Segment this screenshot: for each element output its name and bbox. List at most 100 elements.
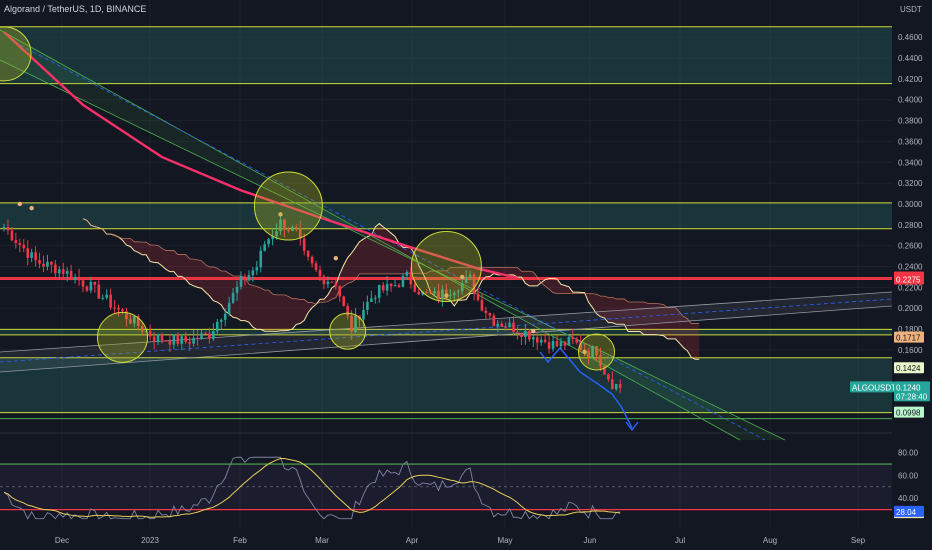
trend-channels [0,29,893,441]
price-tick: 0.4200 [898,75,923,84]
tag-bg [894,362,924,374]
time-axis[interactable]: Dec 2023 Feb Mar Apr May Jun Jul Aug Sep [0,528,932,550]
candle [140,326,144,332]
candle [58,269,61,274]
candle [121,309,124,312]
time-label: Sep [851,536,866,545]
price-tick: 0.3400 [898,158,923,167]
candle [322,276,326,285]
price-tag: 0.1717 [894,331,924,343]
candle [480,299,484,311]
time-label: May [497,536,512,545]
rising-channel [0,292,892,372]
candle [113,307,116,309]
candle [219,319,223,322]
candle [587,351,590,358]
candle [354,315,357,332]
candle [342,296,345,306]
time-label: Dec [55,536,69,545]
candle [532,337,535,340]
tag-text: 0.2275 [896,276,921,285]
chart-title: Algorand / TetherUS, 1D, BINANCE [4,4,147,14]
signal-dot [531,328,536,334]
candle [405,271,409,276]
candle [579,342,582,350]
candle [559,341,563,347]
time-axis-bg [0,528,932,550]
candle [34,252,37,261]
candle [227,302,231,314]
candle [85,286,89,291]
candle [125,311,128,320]
candle [152,336,156,342]
candle [231,292,235,303]
candle [484,310,488,314]
candle [346,305,349,316]
span-b-line [82,218,700,324]
candle [401,275,405,287]
candle [591,346,594,358]
rsi-line [3,456,621,520]
candle [89,281,93,291]
candle [535,337,539,343]
candle [61,269,65,274]
candle [449,295,452,297]
candle [508,322,511,328]
signal-dot [444,293,449,298]
candle [381,285,385,291]
candle [97,284,101,299]
candle [216,321,219,332]
tag-bg [894,273,924,285]
channel-edge [0,59,786,441]
candle [212,331,215,339]
candle [295,227,298,229]
ma200-line [3,31,518,280]
candle [488,313,492,316]
symbol-price: 0.1240 [896,383,921,392]
candle [611,379,614,390]
candle [370,298,373,302]
price-tick: 0.2600 [898,242,923,251]
candle [468,274,472,277]
time-label: 2023 [141,536,159,545]
zone-resistance-mid [0,202,892,229]
price-tick: 0.2000 [898,304,923,313]
candle [50,261,53,265]
price-bg [894,381,930,402]
candle [46,261,49,267]
zone-resistance-top [0,26,892,84]
candle [69,270,73,280]
span-a-line [82,218,700,360]
tag-bg [894,505,924,517]
candle [117,307,120,310]
symbol-bg [850,381,894,393]
candle [223,313,227,320]
tag-text: 0.1717 [896,334,921,343]
signal-dot [582,349,587,355]
candle [350,315,353,332]
candle [362,309,365,320]
candle [298,228,302,239]
candle [413,284,417,292]
rsi-pane [0,456,892,520]
candle [105,294,108,298]
rsi-tick: 80.00 [898,449,919,458]
candle [563,341,567,346]
price-tick: 0.1800 [898,325,923,334]
candle [137,316,140,327]
candle [524,330,527,338]
time-label: Jul [675,536,685,545]
candle [528,330,531,340]
price-axis[interactable]: USDT 0.4600 0.4400 0.4200 0.4000 0.3800 0.3600… [850,0,932,550]
candle [314,263,318,270]
candle [306,250,310,257]
price-tick: 0.3200 [898,179,923,188]
candle [14,240,18,243]
price-tick: 0.3800 [898,117,923,126]
highlight-circles [0,26,615,371]
signal-dot [29,205,34,211]
candle [618,384,622,389]
candle [176,334,180,344]
signal-dot [333,255,338,261]
